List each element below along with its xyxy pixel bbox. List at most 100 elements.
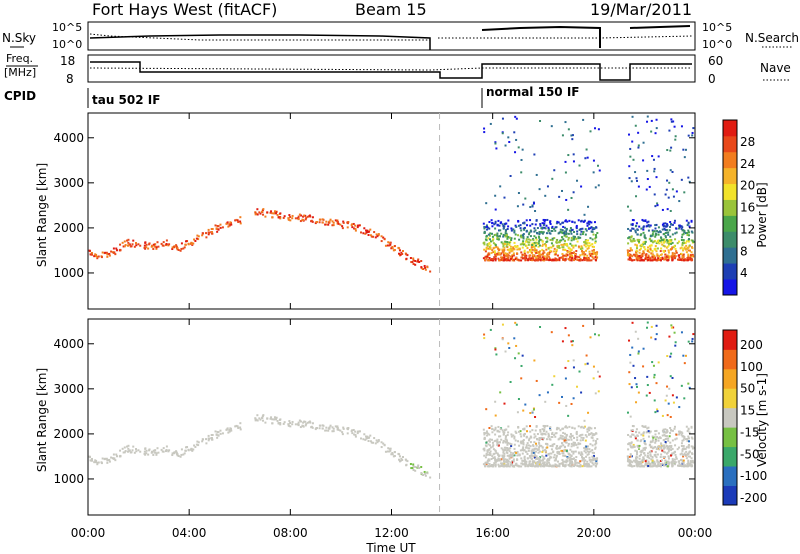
power-point-2620: [629, 238, 632, 241]
velocity-point-711: [429, 476, 432, 479]
velocity-point-3369: [656, 447, 659, 450]
power-point-3220: [680, 227, 683, 230]
power-point-588: [377, 233, 380, 236]
velocity-point-1239: [535, 444, 538, 447]
power-point-2302: [539, 259, 542, 262]
velocity-point-1547: [541, 459, 544, 462]
velocity-point-3821: [503, 402, 506, 405]
velocity-point-1389: [553, 433, 556, 436]
velocity-point-123: [145, 449, 148, 452]
velocity-point-617: [391, 452, 394, 455]
velocity-point-1851: [593, 451, 596, 454]
velocity-point-3703: [653, 376, 656, 379]
power-point-2298: [575, 226, 578, 229]
power-point-2114: [482, 242, 485, 245]
power-point-3680: [667, 196, 670, 199]
velocity-point-3177: [656, 465, 659, 468]
velocity-point-841: [494, 463, 497, 466]
power-point-276: [202, 232, 205, 235]
power-point-410: [289, 216, 292, 219]
velocity-point-275: [208, 437, 211, 440]
velocity-point-1219: [512, 434, 515, 437]
velocity-point-1449: [555, 432, 558, 435]
velocity-point-1169: [573, 436, 576, 439]
velocity-point-1467: [562, 460, 565, 463]
power-point-2944: [642, 252, 645, 255]
velocity-ylabel: Slant Range [km]: [35, 368, 49, 472]
velocity-point-409: [279, 422, 282, 425]
velocity-point-1621: [512, 452, 515, 455]
power-point-2484: [490, 219, 493, 222]
power-point-1948: [583, 254, 586, 257]
velocity-point-1589: [487, 465, 490, 468]
power-point-3746: [539, 119, 542, 122]
power-point-1266: [512, 252, 515, 255]
power-point-3036: [629, 248, 632, 251]
velocity-point-3587: [683, 397, 686, 400]
power-point-234: [201, 234, 204, 237]
velocity-point-2131: [593, 433, 596, 436]
power-point-1262: [542, 252, 545, 255]
power-point-3554: [665, 188, 668, 191]
velocity-point-3241: [637, 447, 640, 450]
power-point-2492: [581, 247, 584, 250]
power-point-936: [510, 239, 513, 242]
velocity-point-3155: [631, 461, 634, 464]
power-point-3650: [637, 185, 640, 188]
velocity-point-73: [121, 447, 124, 450]
power-point-3550: [672, 120, 675, 123]
velocity-point-2499: [522, 446, 525, 449]
velocity-point-2991: [691, 445, 694, 448]
power-point-100: [126, 244, 129, 247]
velocity-ytick-label-2: 3000: [53, 382, 84, 396]
power-point-3608: [576, 179, 579, 182]
velocity-point-1999: [535, 455, 538, 458]
power-point-2214: [535, 251, 538, 254]
power-point-3142: [681, 229, 684, 232]
power-point-3284: [672, 253, 675, 256]
velocity-point-1753: [508, 455, 511, 458]
velocity-point-3323: [637, 461, 640, 464]
velocity-point-2819: [657, 432, 660, 435]
velocity-point-3777: [531, 410, 534, 413]
power-point-2216: [521, 234, 524, 237]
velocity-point-3543: [582, 324, 585, 327]
power-point-3392: [666, 256, 669, 259]
velocity-point-2945: [642, 458, 645, 461]
power-point-1154: [529, 224, 532, 227]
power-point-2404: [595, 252, 598, 255]
power-point-2450: [583, 241, 586, 244]
velocity-point-649: [391, 453, 394, 456]
power-point-2908: [664, 253, 667, 256]
power-point-1540: [490, 259, 493, 262]
power-point-1654: [565, 232, 568, 235]
velocity-point-987: [532, 444, 535, 447]
velocity-point-1845: [562, 427, 565, 430]
power-point-1284: [543, 226, 546, 229]
velocity-point-3579: [565, 404, 568, 407]
velocity-point-677: [405, 463, 408, 466]
velocity-point-1775: [578, 462, 581, 465]
velocity-point-3377: [647, 426, 650, 429]
velocity-point-3299: [651, 440, 654, 443]
velocity-point-353: [258, 417, 261, 420]
velocity-point-2485: [490, 425, 493, 428]
power-point-2086: [490, 251, 493, 254]
power-point-430: [301, 219, 304, 222]
velocity-colorbar-label: Velocity [m s-1]: [755, 373, 769, 467]
velocity-point-3735: [586, 362, 589, 365]
power-point-126: [144, 241, 147, 244]
power-point-602: [372, 235, 375, 238]
power-point-3730: [564, 160, 567, 163]
velocity-point-2217: [521, 440, 524, 443]
power-point-3692: [483, 131, 486, 134]
velocity-point-2969: [653, 460, 656, 463]
power-point-2112: [535, 256, 538, 259]
power-point-2376: [577, 245, 580, 248]
velocity-point-509: [329, 424, 332, 427]
velocity-point-339: [256, 414, 259, 417]
velocity-point-1519: [562, 452, 565, 455]
velocity-point-1539: [533, 433, 536, 436]
power-point-820: [549, 221, 552, 224]
velocity-point-669: [400, 457, 403, 460]
